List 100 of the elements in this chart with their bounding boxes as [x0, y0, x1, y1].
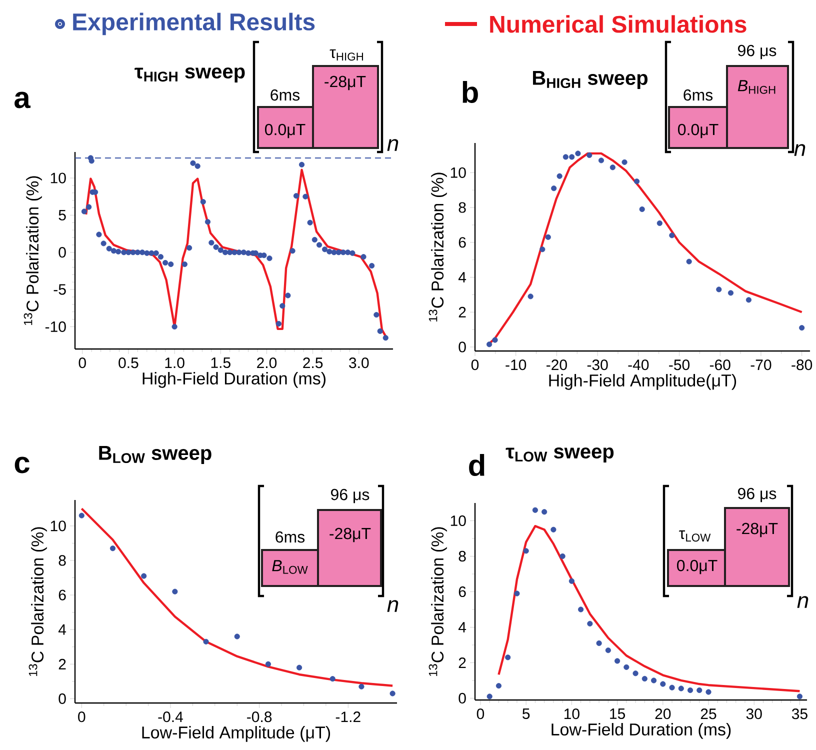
x-tick-label: 10: [564, 708, 580, 720]
x-axis-title: High-Field Amplitude(μT): [549, 374, 736, 390]
x-tick-label: 2.0: [257, 358, 277, 368]
y-tick-label: 8: [458, 550, 466, 562]
text: -28μT: [324, 76, 366, 90]
x-tick-label: -1.2: [336, 712, 360, 722]
annotation: B$_{LOW}$: [272, 560, 308, 574]
point: [587, 620, 593, 626]
chart-title: τ$_{HIGH}$ sweep: [134, 68, 245, 82]
y-axis-title: $^{13}$C Polarization (%): [28, 527, 47, 676]
point: [505, 654, 511, 660]
x-tick-label: 1.0: [165, 358, 184, 368]
x-tick-label: 0: [78, 358, 86, 368]
y-tick-label: 0: [458, 342, 466, 352]
y-tick-label: -5: [54, 284, 66, 295]
annotation: n: [387, 600, 398, 612]
text: n: [387, 139, 398, 151]
point: [486, 694, 492, 700]
text: 0.0μT: [678, 124, 718, 138]
point: [540, 246, 546, 252]
point: [556, 173, 562, 179]
y-tick-label: 0: [58, 247, 66, 258]
text: B$_{HIGH}$: [738, 80, 776, 94]
point: [358, 684, 364, 690]
y-tick-label: 4: [458, 622, 466, 632]
annotation: n: [797, 596, 808, 608]
text: 96 μs: [738, 488, 776, 502]
point: [696, 687, 702, 694]
point: [650, 678, 657, 684]
point: [532, 507, 538, 513]
point: [799, 325, 805, 331]
x-tick-label: 1.5: [211, 358, 230, 368]
text: b: [462, 80, 478, 104]
text: c: [14, 456, 30, 474]
annotation: τ$_{LOW}$: [679, 530, 711, 542]
legend-label: Numerical Simulations: [490, 15, 746, 33]
point: [669, 232, 675, 238]
x-tick-label: -60: [710, 360, 730, 370]
y-tick-label: 4: [58, 624, 66, 635]
point: [624, 664, 630, 670]
point: [496, 683, 502, 689]
x-tick-label: 15: [610, 708, 626, 719]
x-tick-label: 2.5: [303, 358, 323, 368]
text: 6ms: [270, 89, 300, 101]
annotation: 6ms: [276, 531, 305, 543]
x-tick-label: 0: [471, 360, 479, 370]
y-tick-label: 5: [58, 210, 66, 220]
point: [542, 509, 548, 515]
point: [614, 658, 620, 664]
annotation: 0.0μT: [677, 560, 718, 574]
y-tick-label: -10: [45, 321, 66, 332]
y-tick-label: 6: [458, 586, 466, 598]
y-tick-label: 4: [458, 272, 466, 282]
point: [634, 178, 640, 184]
point: [551, 186, 557, 192]
y-tick-label: 2: [458, 657, 466, 668]
x-tick-label: -0.8: [247, 712, 272, 722]
y-tick-label: 0: [458, 692, 466, 704]
point: [492, 337, 498, 343]
point: [78, 512, 84, 518]
annotation: -28μT: [330, 528, 371, 542]
point: [687, 687, 694, 694]
point: [678, 686, 684, 692]
point: [568, 578, 574, 584]
y-tick-label: 10: [450, 167, 466, 178]
x-tick-label: -0.4: [158, 712, 183, 722]
chart-title: B$_{LOW}$ sweep: [99, 446, 212, 464]
point: [569, 154, 575, 160]
x-tick-label: 0: [476, 708, 484, 720]
legend-label: Experimental Results: [73, 12, 315, 36]
x-tick-label: 3.0: [349, 358, 369, 368]
y-tick-label: 10: [50, 520, 66, 532]
point: [669, 684, 675, 690]
point: [545, 234, 551, 240]
x-tick-label: 20: [655, 708, 671, 720]
text: 96 μs: [738, 44, 776, 60]
x-tick-label: 5: [522, 708, 530, 719]
point: [596, 640, 602, 646]
point: [598, 158, 604, 164]
point: [605, 648, 611, 654]
point: [632, 670, 638, 676]
y-axis-title: $^{13}$C Polarization (%): [428, 527, 447, 676]
x-tick-label: -70: [750, 360, 772, 370]
point: [141, 573, 147, 579]
point: [575, 150, 581, 156]
point: [560, 553, 566, 560]
point: [172, 588, 178, 594]
y-tick-label: 10: [450, 515, 466, 526]
chart-title: B$_{HIGH}$ sweep: [533, 71, 648, 89]
y-tick-label: 6: [58, 590, 66, 600]
y-tick-label: 8: [58, 555, 66, 566]
point: [234, 634, 240, 640]
chart-title: τ$_{LOW}$ sweep: [506, 448, 614, 462]
point: [562, 154, 568, 160]
point: [523, 548, 529, 554]
point: [728, 290, 734, 296]
y-tick-label: 6: [458, 237, 466, 248]
y-tick-label: 8: [458, 202, 466, 213]
point: [550, 526, 556, 532]
annotation: n: [794, 144, 806, 156]
